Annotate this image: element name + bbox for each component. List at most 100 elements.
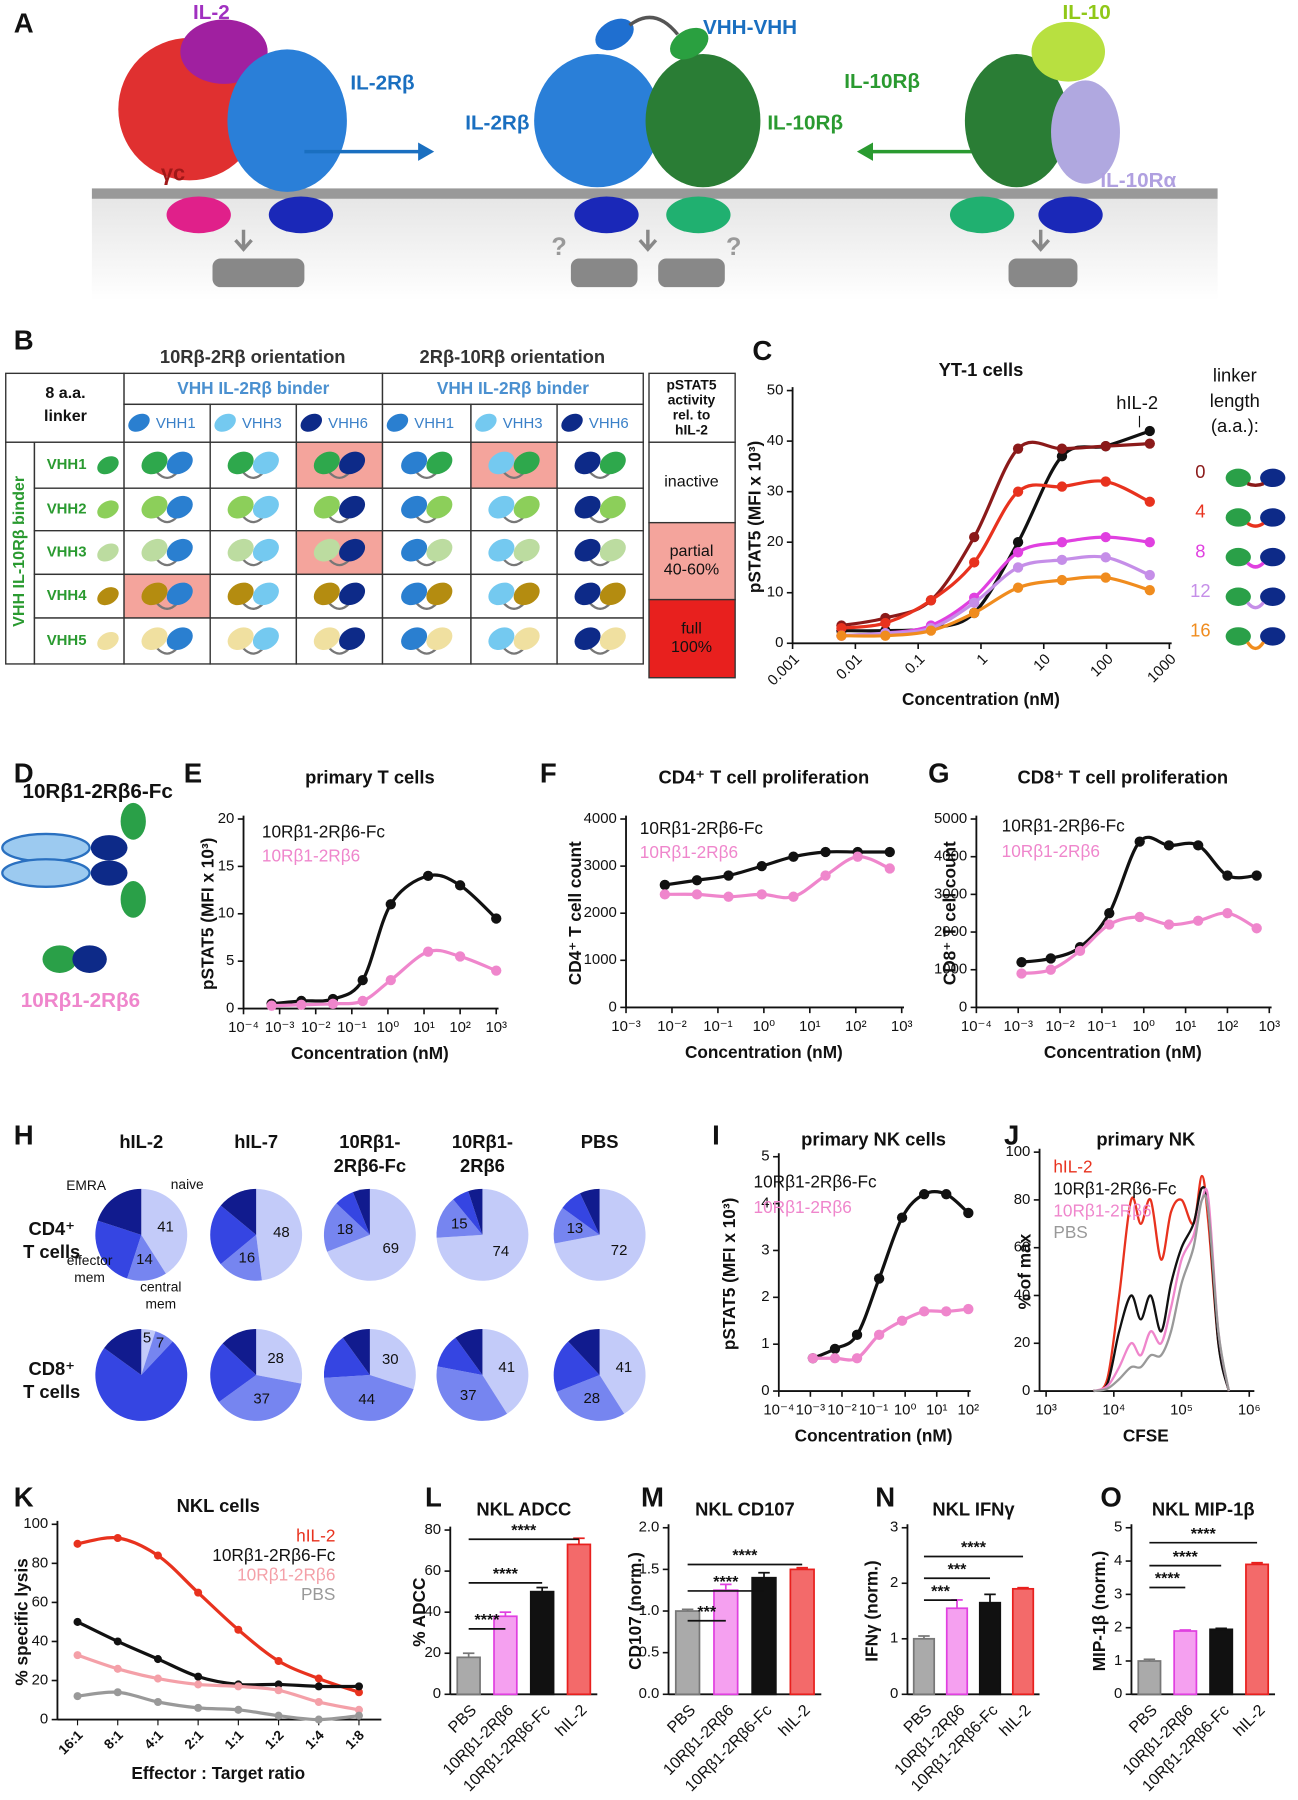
row-header: VHH5 <box>47 632 87 649</box>
vhh-icon <box>426 451 453 475</box>
vhh-icon <box>97 543 119 562</box>
data-point <box>1163 919 1175 930</box>
vhh-icon <box>166 495 193 519</box>
linker-icon <box>1246 641 1265 651</box>
legend-label: 10Rβ1-2Rβ6 <box>237 1565 335 1585</box>
vhh-icon <box>72 945 107 973</box>
significance-label: **** <box>961 1539 987 1557</box>
data-point <box>1144 425 1155 437</box>
bar <box>751 1576 777 1696</box>
legend-label: 10Rβ1-2Rβ6-Fc <box>212 1545 336 1565</box>
data-point <box>1144 438 1155 449</box>
chart-title: YT-1 cells <box>939 359 1024 380</box>
linker-icon <box>1260 468 1286 488</box>
y-axis-title: IFNγ (norm.) <box>862 1560 882 1661</box>
legend-label: 10Rβ1-2Rβ6-Fc <box>1053 1179 1177 1199</box>
legend-entry: 40-60% <box>664 561 719 579</box>
y-tick-label: 100 <box>1005 1143 1030 1160</box>
y-tick-label: 0.0 <box>639 1685 660 1702</box>
significance-label: *** <box>948 1561 968 1579</box>
data-point <box>941 1306 952 1317</box>
data-point <box>1012 562 1024 573</box>
data-point <box>73 1617 82 1626</box>
panel-letter: K <box>14 1481 34 1512</box>
pie-slice <box>141 1331 173 1375</box>
y-tick-label: 5 <box>226 952 234 969</box>
vhh-icon <box>141 627 168 650</box>
y-tick-label: 60 <box>1014 1239 1031 1256</box>
data-point <box>1222 870 1233 881</box>
panel-letter: A <box>14 8 34 39</box>
panel-letter: M <box>641 1481 664 1512</box>
vhh-icon <box>214 413 236 432</box>
panel-letter: J <box>1004 1119 1019 1150</box>
data-point <box>1056 537 1068 548</box>
series-line <box>77 1690 360 1722</box>
data-point <box>788 851 799 862</box>
data-point <box>73 1539 82 1548</box>
linker-icon <box>1225 547 1251 567</box>
panel-letter: B <box>14 325 34 356</box>
legend-label: 12 <box>1190 580 1210 601</box>
charts: B 10Rβ-2Rβ orientation 2Rβ-10Rβ orientatio… <box>5 325 1286 1795</box>
y-tick-label: 2 <box>1114 1619 1122 1636</box>
bar <box>1173 1630 1198 1696</box>
y-tick-label: 10 <box>767 584 784 601</box>
y-tick-label: 30 <box>767 483 784 500</box>
y-tick-label: 3000 <box>584 857 617 874</box>
legend-title: hIL-2 <box>675 422 708 437</box>
label: IL-10Rβ <box>844 70 920 93</box>
data-point <box>153 1655 162 1664</box>
data-point <box>153 1697 162 1707</box>
arrow <box>1031 229 1051 252</box>
chart-title: CD4⁺ T cell proliferation <box>659 767 870 788</box>
panel-letter: N <box>875 1481 895 1512</box>
x-tick-label: 1 <box>973 651 991 669</box>
slice-name: EMRA <box>66 1178 107 1193</box>
column-group: VHH IL-2Rβ binder <box>437 378 589 398</box>
vhh-icon <box>488 538 515 562</box>
data-point <box>113 1688 122 1697</box>
linker-icon <box>1225 587 1251 606</box>
chart-title: NKL ADCC <box>476 1498 571 1519</box>
chart-title: NKL IFNγ <box>932 1498 1015 1519</box>
il10rb-protein <box>964 54 1069 188</box>
x-axis-title: Concentration (nM) <box>1044 1042 1202 1062</box>
x-tick-label: 10⁻¹ <box>1087 1018 1116 1035</box>
bar <box>1011 1587 1035 1696</box>
legend-label: hIL-2 <box>1053 1157 1092 1177</box>
data-point <box>873 1273 885 1284</box>
y-axis-title: CD107 (norm.) <box>625 1552 645 1670</box>
pie-slice <box>352 1188 370 1235</box>
data-point <box>1056 554 1068 566</box>
arrow-head <box>856 142 873 161</box>
bar <box>978 1601 1002 1696</box>
data-point <box>491 913 502 924</box>
slice-name: central <box>140 1279 181 1294</box>
x-tick-label: 10⁴ <box>1102 1402 1125 1419</box>
y-tick-label: 100 <box>23 1515 48 1532</box>
x-tick-label: 4:1 <box>141 1727 166 1752</box>
vhh-icon <box>141 582 168 606</box>
data-point <box>491 965 502 976</box>
vhh-icon <box>513 538 540 562</box>
il10-protein <box>1031 21 1106 82</box>
pie-slice <box>482 1329 529 1414</box>
data-point <box>1012 443 1024 454</box>
y-tick-label: 40 <box>1014 1286 1031 1303</box>
y-tick-label: 0 <box>1114 1685 1122 1702</box>
legend-label: 8 <box>1195 540 1205 561</box>
vhh-icon <box>252 627 279 650</box>
column-header: VHH1 <box>414 415 454 432</box>
y-axis-title: MIP-1β (norm.) <box>1089 1551 1109 1672</box>
y-tick-label: 0 <box>959 998 967 1015</box>
jak <box>166 196 231 234</box>
bar <box>456 1656 481 1696</box>
y-axis-title: % of max <box>1014 1233 1034 1309</box>
vhh-icon <box>141 538 168 562</box>
x-tick-label: 1:1 <box>222 1727 247 1752</box>
y-axis-title: CD8⁺ T cell count <box>940 841 960 985</box>
column-header: VHH3 <box>242 415 282 432</box>
arrow-head <box>418 142 435 161</box>
data-point <box>1251 870 1262 881</box>
